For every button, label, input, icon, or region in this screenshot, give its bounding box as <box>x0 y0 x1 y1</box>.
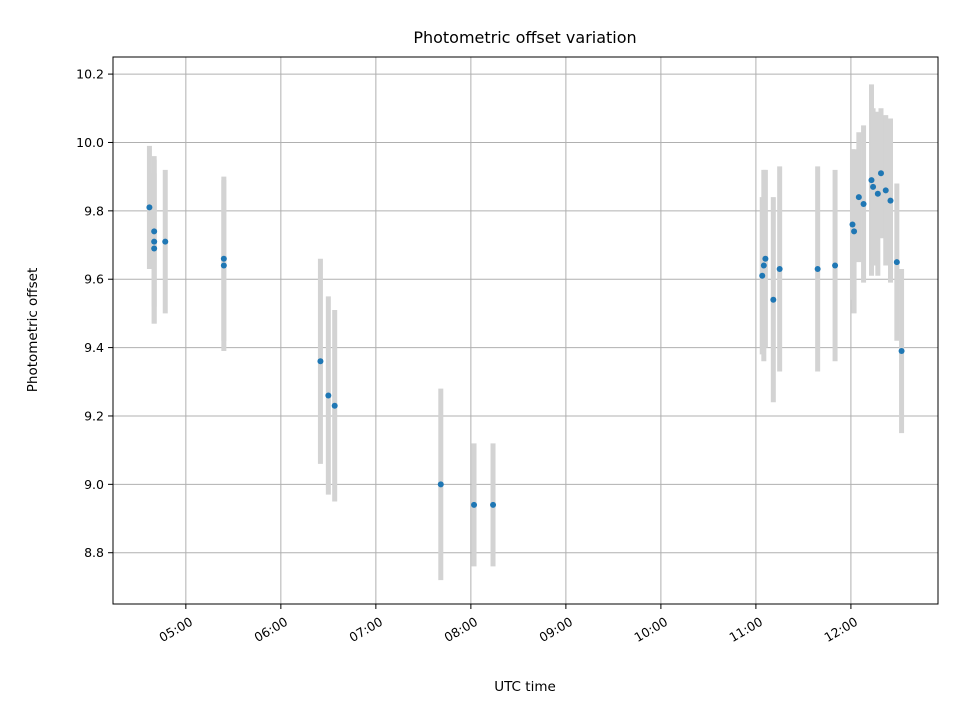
data-point <box>855 194 862 201</box>
data-point <box>220 255 227 262</box>
data-point <box>851 228 858 235</box>
data-point <box>151 238 158 245</box>
data-point <box>151 228 158 235</box>
data-point <box>849 221 856 228</box>
data-point <box>162 238 169 245</box>
data-point <box>331 402 338 409</box>
y-tick-label: 8.8 <box>84 545 104 560</box>
data-point <box>762 255 769 262</box>
y-tick-label: 9.8 <box>84 203 104 218</box>
y-tick-label: 10.0 <box>76 135 104 150</box>
data-point <box>151 245 158 252</box>
x-axis-label: UTC time <box>494 679 556 695</box>
chart-title: Photometric offset variation <box>413 28 636 47</box>
data-point <box>898 348 905 355</box>
y-tick-label: 9.0 <box>84 477 104 492</box>
data-point <box>870 183 877 190</box>
data-point <box>146 204 153 211</box>
point-layer <box>146 170 905 508</box>
y-tick-label: 9.6 <box>84 272 104 287</box>
data-point <box>893 259 900 266</box>
data-point <box>317 358 324 365</box>
data-point <box>868 177 875 184</box>
data-point <box>759 272 766 279</box>
data-point <box>776 265 783 272</box>
data-point <box>325 392 332 399</box>
data-point <box>760 262 767 269</box>
y-tick-label: 9.4 <box>84 340 104 355</box>
data-point <box>882 187 889 194</box>
data-point <box>874 190 881 197</box>
data-point <box>887 197 894 204</box>
data-point <box>490 501 497 508</box>
data-point <box>220 262 227 269</box>
data-point <box>832 262 839 269</box>
y-axis-label: Photometric offset <box>25 268 41 392</box>
data-point <box>814 265 821 272</box>
plot-frame <box>112 56 939 605</box>
data-point <box>471 501 478 508</box>
grid-layer <box>113 57 938 604</box>
y-tick-label: 9.2 <box>84 408 104 423</box>
data-point <box>860 201 867 208</box>
data-point <box>770 296 777 303</box>
y-tick-label: 10.2 <box>76 67 104 82</box>
data-point <box>437 481 444 488</box>
data-point <box>877 170 884 177</box>
